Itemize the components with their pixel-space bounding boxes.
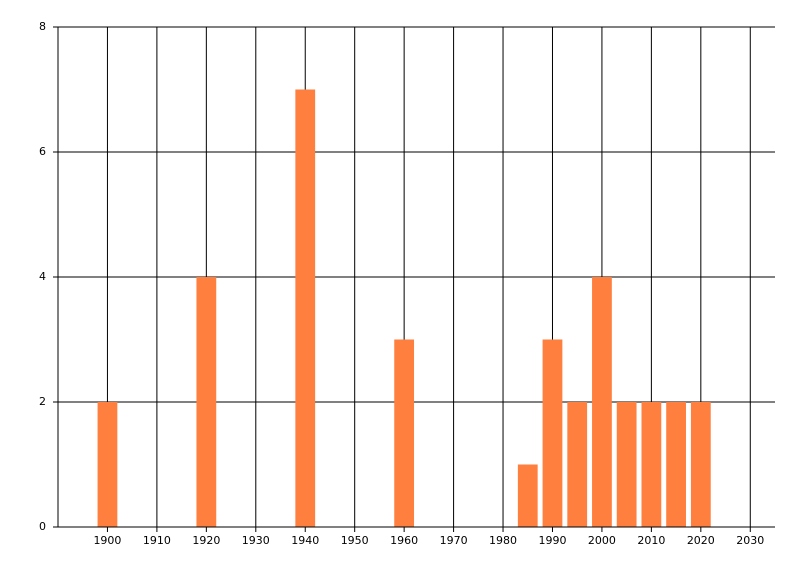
x-tick-label: 1990	[538, 534, 566, 547]
bar	[394, 339, 415, 527]
x-tick-label: 1970	[440, 534, 468, 547]
x-tick-label: 2000	[588, 534, 616, 547]
x-tick-label: 1900	[93, 534, 121, 547]
x-tick-label: 2030	[736, 534, 764, 547]
x-tick-label: 1980	[489, 534, 517, 547]
x-tick-label: 1930	[242, 534, 270, 547]
x-tick-label: 2010	[637, 534, 665, 547]
x-tick-label: 1950	[341, 534, 369, 547]
y-tick-label: 0	[39, 520, 46, 533]
bar	[616, 402, 637, 527]
x-tick-label: 2020	[687, 534, 715, 547]
bar	[567, 402, 588, 527]
bar	[666, 402, 686, 527]
bar	[690, 402, 711, 527]
y-tick-label: 2	[39, 395, 46, 408]
bar	[97, 402, 118, 527]
x-tick-label: 1940	[291, 534, 319, 547]
bar	[641, 402, 662, 527]
y-tick-label: 6	[39, 145, 46, 158]
x-tick-label: 1960	[390, 534, 418, 547]
bar	[592, 277, 612, 527]
x-tick-label: 1920	[192, 534, 220, 547]
bar	[295, 89, 316, 527]
bar	[542, 339, 563, 527]
bar	[517, 464, 538, 527]
x-tick-label: 1910	[143, 534, 171, 547]
y-tick-label: 8	[39, 20, 46, 33]
bar	[196, 277, 217, 527]
y-tick-label: 4	[39, 270, 46, 283]
